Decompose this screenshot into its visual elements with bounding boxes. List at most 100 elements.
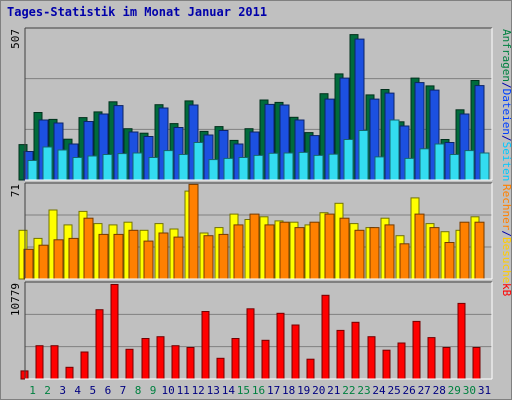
bar-kb-5: [80, 351, 89, 380]
bar-rechner-12: [188, 183, 199, 280]
bar-seiten-27: [419, 148, 430, 181]
x-tick-label: 20: [312, 384, 325, 397]
x-tick-label: 9: [150, 384, 157, 397]
x-tick-label: 4: [74, 384, 81, 397]
bar-rechner-18: [279, 221, 290, 280]
x-tick-label: 31: [478, 384, 491, 397]
bar-seiten-8: [132, 152, 143, 181]
bar-rechner-5: [83, 217, 94, 280]
bar-seiten-15: [238, 157, 249, 181]
y-max-label: 507: [9, 29, 22, 49]
bar-kb-22: [336, 329, 345, 380]
bar-kb-19: [291, 324, 300, 380]
legend-part: /: [500, 82, 512, 89]
bar-seiten-31: [479, 152, 490, 181]
right-legend-label: Anfragen/Dateien/Seiten: [500, 29, 512, 181]
x-tick-label: 8: [135, 384, 142, 397]
bar-seiten-22: [343, 139, 354, 181]
legend-part: kB: [500, 283, 512, 297]
x-tick-label: 18: [282, 384, 295, 397]
legend-part: /: [500, 230, 512, 237]
bar-rechner-15: [233, 224, 244, 280]
legend-part: Dateien: [500, 89, 512, 135]
bar-seiten-14: [223, 157, 234, 181]
x-tick-label: 23: [357, 384, 370, 397]
bar-kb-30: [457, 302, 466, 380]
x-tick-label: 10: [161, 384, 174, 397]
chart-title: Tages-Statistik im Monat Januar 2011: [7, 5, 268, 19]
x-tick-label: 16: [252, 384, 265, 397]
bar-rechner-2: [38, 244, 49, 280]
bar-seiten-7: [117, 153, 128, 181]
bar-kb-11: [171, 345, 180, 380]
bar-rechner-23: [354, 229, 365, 280]
bar-kb-2: [35, 345, 44, 380]
x-tick-label: 22: [342, 384, 355, 397]
bar-seiten-25: [389, 119, 400, 181]
bar-seiten-20: [313, 154, 324, 181]
bar-kb-24: [367, 336, 376, 380]
bar-rechner-3: [53, 239, 64, 280]
bar-seiten-30: [464, 150, 475, 181]
x-tick-label: 17: [267, 384, 280, 397]
bar-rechner-13: [203, 235, 214, 280]
bar-seiten-13: [208, 159, 219, 181]
x-tick-label: 7: [120, 384, 127, 397]
bar-kb-10: [156, 336, 165, 380]
x-tick-label: 28: [433, 384, 446, 397]
bar-kb-18: [276, 312, 285, 380]
bar-rechner-29: [444, 242, 455, 280]
x-tick-label: 5: [89, 384, 96, 397]
bar-kb-27: [412, 320, 421, 380]
bar-rechner-24: [369, 227, 380, 280]
y-max-label: 71: [9, 184, 22, 197]
x-tick-label: 12: [192, 384, 205, 397]
bar-rechner-20: [309, 221, 320, 280]
bar-seiten-4: [72, 157, 83, 181]
bar-seiten-26: [404, 157, 415, 181]
bar-kb-29: [442, 347, 451, 380]
bar-seiten-18: [283, 152, 294, 181]
bar-seiten-1: [27, 160, 38, 181]
bar-kb-9: [141, 338, 150, 380]
bar-kb-21: [321, 294, 330, 380]
bar-seiten-29: [449, 154, 460, 181]
x-tick-label: 1: [29, 384, 36, 397]
bar-rechner-8: [128, 229, 139, 280]
bar-seiten-6: [102, 154, 113, 181]
bar-kb-28: [427, 337, 436, 380]
x-tick-label: 11: [177, 384, 190, 397]
x-tick-label: 21: [327, 384, 340, 397]
x-tick-label: 2: [44, 384, 51, 397]
bar-seiten-12: [193, 142, 204, 181]
bar-rechner-14: [218, 233, 229, 280]
bar-kb-8: [125, 348, 134, 380]
bar-rechner-26: [399, 243, 410, 280]
bar-rechner-25: [384, 224, 395, 280]
x-tick-label: 25: [387, 384, 400, 397]
bar-rechner-21: [324, 213, 335, 280]
bar-rechner-17: [264, 224, 275, 280]
bar-seiten-2: [42, 146, 53, 181]
bar-rechner-27: [414, 213, 425, 280]
bar-rechner-6: [98, 233, 109, 280]
bar-seiten-9: [148, 157, 159, 181]
bar-seiten-28: [434, 143, 445, 181]
x-tick-label: 6: [105, 384, 112, 397]
bar-kb-7: [110, 284, 119, 380]
x-tick-label: 24: [372, 384, 386, 397]
x-tick-label: 3: [59, 384, 66, 397]
x-tick-label: 26: [402, 384, 415, 397]
bar-rechner-9: [143, 240, 154, 280]
bar-seiten-19: [298, 151, 309, 181]
x-tick-label: 15: [237, 384, 250, 397]
bar-kb-3: [50, 345, 59, 380]
bar-kb-26: [397, 342, 406, 380]
bar-seiten-5: [87, 155, 98, 181]
legend-part: Besuche: [500, 237, 512, 283]
bar-rechner-30: [459, 221, 470, 280]
bar-kb-17: [261, 339, 270, 380]
bar-rechner-28: [429, 227, 440, 280]
bar-seiten-3: [57, 149, 68, 181]
